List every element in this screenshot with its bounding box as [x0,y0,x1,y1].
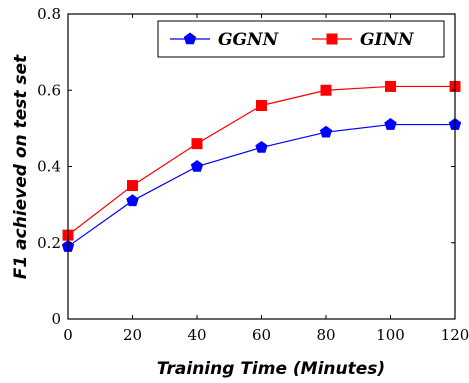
legend: GGNN GINN [157,20,445,58]
ggnn-data-point [319,125,333,138]
ggnn-legend-label: GGNN [218,30,280,50]
x-tick-label: 20 [123,326,142,344]
x-tick-label: 120 [441,326,469,344]
ginn-data-point [385,80,396,92]
ggnn-data-point [126,194,139,207]
x-tick-label: 60 [252,326,271,344]
ginn-legend-marker [326,33,338,45]
y-tick-label: 0 [51,310,61,328]
y-tick-label: 0.2 [37,234,61,252]
ginn-data-point [191,138,203,150]
ginn-data-point [127,180,138,192]
x-tick-label: 80 [316,326,335,344]
plot-marks [61,80,462,252]
x-axis-title: Training Time (Minutes) [157,359,385,379]
ggnn-data-point [384,118,397,130]
ginn-data-point [256,100,267,111]
y-axis-title: F1 achieved on test set [11,54,31,279]
ggnn-data-point [255,140,268,153]
ggnn-legend-marker [183,32,197,45]
plot-frame [67,13,456,320]
y-tick-label: 0.8 [37,5,61,23]
ginn-data-point [320,84,332,96]
axis-ticks: 0 20 40 60 80 100 120 0 0.2 0.4 0.6 0.8 [37,5,469,344]
ginn-legend-label: GINN [360,30,415,50]
y-tick-label: 0.4 [37,158,61,176]
ggnn-data-point [190,160,204,172]
x-tick-label: 100 [376,326,405,344]
x-tick-label: 0 [63,326,73,344]
x-tick-label: 40 [187,326,206,344]
y-tick-label: 0.6 [37,81,61,99]
